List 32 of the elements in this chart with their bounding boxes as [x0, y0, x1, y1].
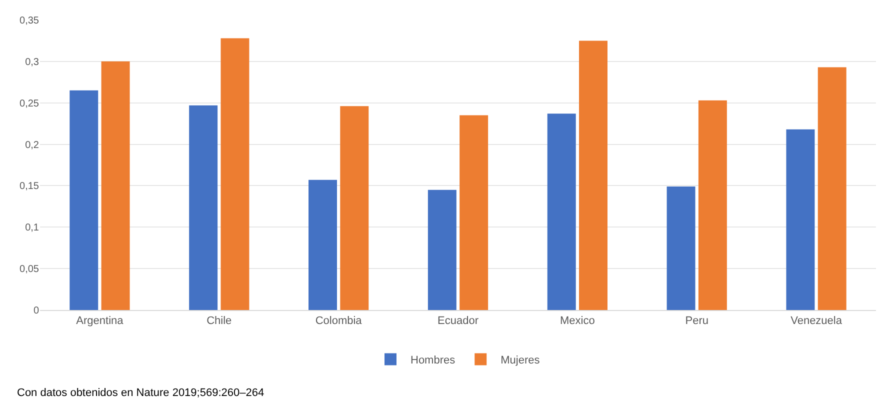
bar: [70, 90, 98, 310]
bar: [666, 186, 696, 310]
y-tick-label: 0,25: [20, 98, 40, 110]
text: Con datos obtenidos en Nature 2019;569:260–264: [17, 387, 264, 399]
bar: [547, 114, 576, 310]
x-tick-label: Venezuela: [790, 315, 843, 328]
y-tick-label: 0,15: [20, 181, 40, 192]
legend-label: Mujeres: [500, 354, 540, 367]
x-tick-label: Peru: [685, 315, 708, 328]
bar: [786, 129, 815, 310]
x-tick-label: Argentina: [76, 315, 124, 328]
y-tick-label: 0,1: [25, 222, 40, 234]
legend-label: Hombres: [410, 354, 456, 367]
x-tick-label: Ecuador: [438, 315, 479, 328]
bar: [220, 38, 250, 310]
x-tick-label: Mexico: [560, 315, 595, 328]
bar: [460, 115, 488, 310]
y-tick-label: 0,2: [25, 140, 40, 151]
bar: [340, 106, 369, 310]
x-tick-label: Chile: [206, 315, 232, 328]
bar: [579, 40, 608, 310]
x-tick-label: Colombia: [315, 315, 363, 328]
bar: [698, 100, 727, 310]
bar: [101, 61, 130, 310]
y-tick-label: 0,3: [25, 56, 40, 68]
y-tick-label: 0,05: [20, 264, 40, 276]
bar: [308, 180, 337, 310]
y-tick-label: 0,35: [20, 16, 40, 26]
bar: [818, 67, 846, 310]
y-tick-label: 0: [33, 306, 40, 316]
bar: [189, 105, 218, 310]
bar: [428, 190, 456, 310]
